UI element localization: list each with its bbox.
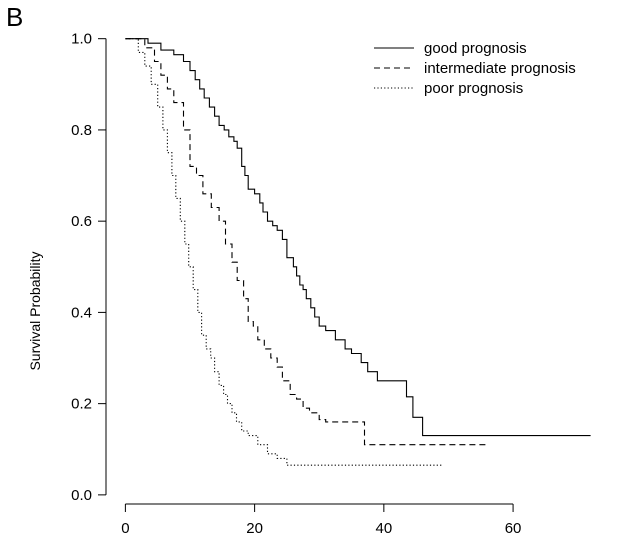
y-tick-label: 1.0 <box>71 31 92 48</box>
y-tick-label: 0.6 <box>71 213 92 230</box>
series-line-dotted <box>125 38 442 466</box>
legend-label: good prognosis <box>424 40 527 57</box>
legend: good prognosis intermediate prognosis poor… <box>374 40 576 97</box>
y-axis-label: Survival Probability <box>27 251 43 370</box>
y-tick-label: 0.2 <box>71 396 92 413</box>
series-layer <box>125 38 591 466</box>
y-tick-label: 0.8 <box>71 122 92 139</box>
series-line-solid <box>125 38 591 437</box>
axes: 0.0 0.2 0.4 0.6 0.8 1.0 0 20 40 60 <box>71 31 521 537</box>
x-tick-label: 0 <box>121 520 129 537</box>
legend-label: poor prognosis <box>424 80 523 97</box>
y-tick-label: 0.0 <box>71 487 92 504</box>
legend-label: intermediate prognosis <box>424 60 576 77</box>
x-tick-label: 20 <box>246 520 263 537</box>
x-tick-label: 40 <box>376 520 393 537</box>
y-tick-label: 0.4 <box>71 304 92 321</box>
panel-label: B <box>6 2 24 32</box>
series-line-dashed <box>125 38 488 446</box>
x-tick-label: 60 <box>505 520 522 537</box>
